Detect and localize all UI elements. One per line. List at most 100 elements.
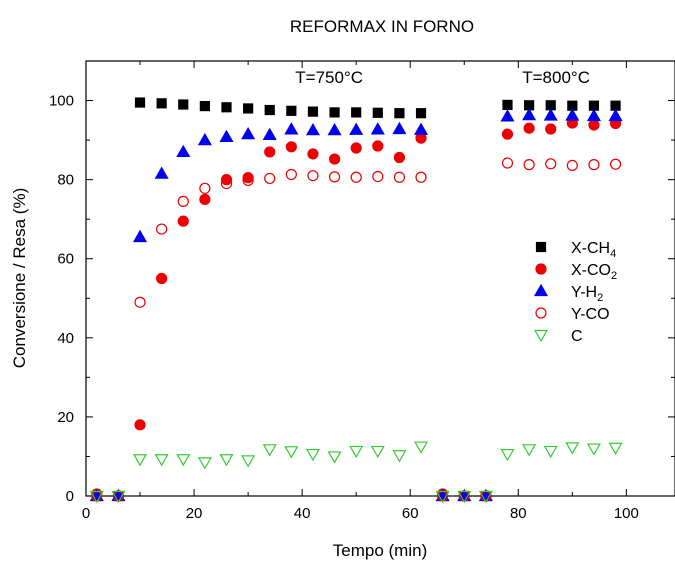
- axis-ticks: 0 20 40 60 80 100 0 20 40 60 80 100: [49, 61, 675, 522]
- x-tick-label: 0: [82, 505, 90, 522]
- data-point: [285, 141, 297, 153]
- data-point: [305, 122, 320, 136]
- data-point: [478, 490, 493, 504]
- data-point: [522, 444, 537, 457]
- data-point: [586, 443, 601, 456]
- legend-marker: [535, 263, 547, 275]
- data-point: [176, 144, 191, 158]
- data-point: [134, 419, 146, 431]
- data-point: [197, 457, 212, 470]
- data-point: [307, 148, 319, 160]
- series-x-ch4: [91, 97, 621, 502]
- legend-marker: [533, 283, 549, 297]
- data-point: [394, 108, 405, 119]
- data-point: [328, 171, 341, 183]
- data-point: [588, 119, 600, 131]
- data-point: [219, 454, 234, 467]
- y-axis-label: Conversione / Resa (%): [10, 188, 29, 368]
- data-point: [262, 127, 277, 141]
- y-tick-label: 80: [57, 172, 74, 189]
- data-point: [608, 108, 623, 122]
- data-point: [284, 122, 299, 135]
- data-point: [134, 296, 146, 308]
- data-point: [565, 442, 580, 455]
- x-tick-label: 40: [294, 505, 311, 522]
- data-point: [242, 172, 254, 184]
- data-point: [89, 490, 104, 504]
- data-point: [393, 151, 406, 164]
- data-point: [111, 490, 126, 504]
- data-point: [523, 159, 535, 171]
- annotations: T=750°C T=800°C: [295, 68, 590, 87]
- data-point: [285, 168, 297, 181]
- data-point: [133, 229, 148, 243]
- x-tick-label: 20: [186, 505, 203, 522]
- data-point: [219, 129, 234, 143]
- series-y-h2: [89, 107, 623, 502]
- legend-label: X-CO2: [571, 262, 617, 282]
- data-point: [502, 99, 513, 110]
- data-point: [199, 193, 211, 206]
- series-y-co: [91, 157, 622, 502]
- x-axis-label: Tempo (min): [333, 541, 427, 560]
- data-point: [586, 108, 601, 122]
- data-point: [199, 100, 210, 112]
- legend-marker: [533, 329, 549, 343]
- y-tick-label: 0: [66, 488, 74, 505]
- y-tick-label: 20: [57, 409, 74, 426]
- y-tick-label: 100: [49, 93, 74, 110]
- data-point: [372, 170, 384, 183]
- data-point: [197, 132, 212, 146]
- data-point: [457, 490, 472, 504]
- legend-label: C: [571, 328, 583, 345]
- data-point: [154, 454, 169, 467]
- legend-marker: [535, 307, 547, 319]
- x-tick-label: 80: [510, 505, 527, 522]
- data-point: [329, 107, 340, 118]
- data-point: [350, 142, 362, 154]
- annotation-t800: T=800°C: [522, 68, 590, 87]
- data-point: [264, 172, 276, 185]
- data-point: [523, 122, 535, 134]
- annotation-t750: T=750°C: [295, 68, 363, 87]
- data-point: [286, 105, 297, 116]
- series-c: [89, 441, 623, 504]
- legend-item: Y-CO: [535, 306, 610, 323]
- data-point: [199, 182, 211, 194]
- data-point: [415, 171, 427, 183]
- data-point: [435, 490, 450, 504]
- data-point: [566, 159, 578, 171]
- legend-item: X-CH4: [535, 240, 616, 260]
- data-point: [392, 450, 407, 463]
- data-point: [134, 97, 146, 108]
- data-point: [349, 445, 364, 459]
- data-point: [372, 140, 384, 152]
- data-point: [328, 153, 341, 165]
- y-tick-label: 60: [57, 251, 74, 268]
- data-point: [370, 445, 385, 459]
- data-point: [220, 174, 233, 186]
- data-point: [415, 108, 427, 119]
- legend-item: X-CO2: [535, 262, 617, 282]
- data-point: [305, 448, 320, 462]
- data-point: [392, 121, 407, 135]
- data-point: [413, 441, 429, 454]
- data-point: [351, 107, 362, 118]
- data-point: [349, 122, 364, 135]
- data-point: [501, 157, 514, 169]
- data-point: [370, 122, 385, 135]
- data-point: [545, 123, 557, 135]
- data-point: [372, 107, 383, 118]
- data-point: [154, 166, 169, 179]
- data-point: [543, 445, 558, 459]
- data-point: [543, 108, 558, 121]
- data-point: [522, 107, 537, 121]
- data-point: [307, 170, 319, 182]
- data-point: [156, 98, 167, 109]
- data-point: [221, 102, 232, 113]
- data-point: [609, 158, 622, 170]
- data-point: [262, 444, 277, 457]
- data-point: [264, 104, 275, 116]
- legend-item: Y-H2: [533, 283, 603, 304]
- data-point: [242, 174, 254, 187]
